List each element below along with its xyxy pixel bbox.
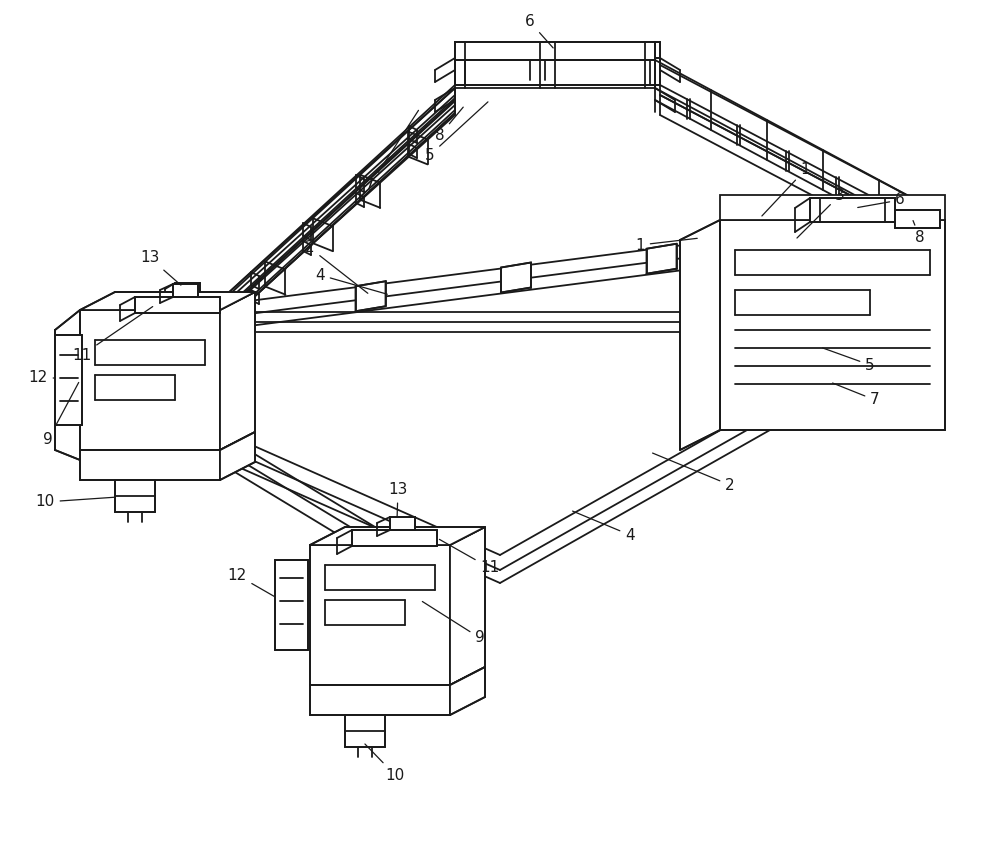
Polygon shape: [800, 215, 940, 240]
Polygon shape: [800, 240, 940, 415]
Polygon shape: [810, 198, 895, 222]
Polygon shape: [175, 283, 200, 295]
Text: 13: 13: [388, 483, 408, 517]
Polygon shape: [80, 310, 215, 430]
Text: 5: 5: [823, 348, 875, 373]
Polygon shape: [80, 310, 220, 450]
Text: 11: 11: [72, 306, 153, 363]
Text: 11: 11: [439, 540, 500, 575]
Text: 4: 4: [315, 267, 387, 294]
Text: 7: 7: [365, 111, 418, 192]
Polygon shape: [115, 480, 155, 512]
Polygon shape: [310, 685, 450, 715]
Text: 13: 13: [140, 250, 181, 285]
Polygon shape: [870, 225, 910, 240]
Text: 1: 1: [635, 237, 697, 253]
Text: 8: 8: [435, 107, 463, 142]
Text: 9: 9: [422, 602, 485, 646]
Text: 7: 7: [833, 383, 880, 408]
Polygon shape: [455, 42, 655, 60]
Polygon shape: [790, 200, 870, 218]
Text: 10: 10: [35, 494, 115, 510]
Text: 4: 4: [573, 511, 635, 542]
Text: 5: 5: [425, 102, 488, 163]
Polygon shape: [310, 527, 485, 545]
Text: 2: 2: [653, 453, 735, 493]
Polygon shape: [150, 295, 215, 315]
Text: 10: 10: [365, 744, 405, 783]
Polygon shape: [55, 330, 80, 430]
Text: 3: 3: [797, 187, 845, 238]
Polygon shape: [220, 432, 255, 480]
Polygon shape: [55, 335, 82, 425]
Text: 9: 9: [43, 382, 79, 448]
Polygon shape: [275, 560, 308, 650]
Text: 12: 12: [28, 370, 55, 386]
Polygon shape: [720, 195, 945, 220]
Polygon shape: [220, 292, 255, 450]
Polygon shape: [760, 215, 800, 415]
Polygon shape: [80, 450, 220, 480]
Polygon shape: [790, 218, 870, 240]
Polygon shape: [895, 210, 940, 228]
Polygon shape: [720, 220, 945, 430]
Polygon shape: [345, 715, 385, 747]
Polygon shape: [135, 297, 220, 313]
Polygon shape: [120, 460, 155, 490]
Polygon shape: [173, 284, 198, 297]
Text: 6: 6: [525, 14, 553, 48]
Text: 6: 6: [858, 192, 905, 208]
Polygon shape: [352, 530, 437, 546]
Polygon shape: [501, 262, 531, 293]
Polygon shape: [390, 517, 415, 530]
Polygon shape: [455, 42, 660, 58]
Text: 1: 1: [762, 163, 810, 216]
Text: 12: 12: [227, 568, 275, 597]
Polygon shape: [646, 243, 676, 274]
Polygon shape: [455, 58, 660, 85]
Polygon shape: [450, 527, 485, 685]
Polygon shape: [80, 430, 215, 460]
Polygon shape: [55, 310, 80, 460]
Polygon shape: [356, 281, 386, 311]
Polygon shape: [680, 220, 720, 450]
Text: 2: 2: [305, 241, 368, 294]
Polygon shape: [80, 292, 255, 310]
Polygon shape: [310, 545, 450, 685]
Polygon shape: [450, 667, 485, 715]
Text: 8: 8: [913, 220, 925, 245]
